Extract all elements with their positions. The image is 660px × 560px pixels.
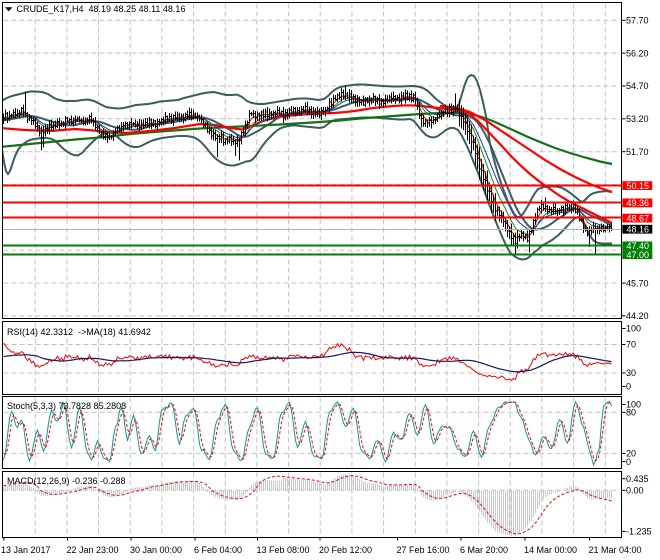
svg-text:49.36: 49.36 [627,198,650,208]
svg-text:48.67: 48.67 [627,213,650,223]
svg-text:48.16: 48.16 [627,224,650,234]
svg-text:-1.235: -1.235 [626,527,652,537]
svg-text:6 Mar 20:00: 6 Mar 20:00 [460,545,508,555]
svg-text:80: 80 [626,408,636,418]
svg-text:Stoch(5,3,3) 73.7828 85.2808: Stoch(5,3,3) 73.7828 85.2808 [7,401,126,411]
svg-text:CRUDE_K17,H4 48.19 48.25 48.1: CRUDE_K17,H4 48.19 48.25 48.11 48.16 [17,4,186,14]
svg-text:MACD(12,26,9) -0.236 -0.288: MACD(12,26,9) -0.236 -0.288 [7,476,126,486]
svg-text:70: 70 [626,340,636,350]
svg-text:51.70: 51.70 [626,147,649,157]
svg-text:45.70: 45.70 [626,278,649,288]
svg-text:0.435: 0.435 [626,474,649,484]
svg-text:50.15: 50.15 [627,181,650,191]
svg-text:30: 30 [626,368,636,378]
svg-text:21 Mar 04:00: 21 Mar 04:00 [589,545,642,555]
svg-text:0: 0 [626,457,631,467]
svg-text:13 Feb 08:00: 13 Feb 08:00 [257,545,310,555]
svg-text:0.00: 0.00 [626,486,644,496]
svg-text:57.70: 57.70 [626,16,649,26]
svg-text:44.20: 44.20 [626,311,649,321]
svg-text:RSI(14) 42.3312 ->MA(18) 41.6: RSI(14) 42.3312 ->MA(18) 41.6942 [7,327,151,337]
svg-text:47.00: 47.00 [627,250,650,260]
svg-text:30 Jan 00:00: 30 Jan 00:00 [130,545,182,555]
svg-text:22 Jan 23:00: 22 Jan 23:00 [67,545,119,555]
svg-text:0: 0 [626,382,631,392]
svg-text:54.70: 54.70 [626,81,649,91]
svg-text:56.20: 56.20 [626,48,649,58]
svg-text:14 Mar 00:00: 14 Mar 00:00 [524,545,577,555]
svg-text:13 Jan 2017: 13 Jan 2017 [1,545,51,555]
svg-text:100: 100 [626,400,641,410]
svg-text:53.20: 53.20 [626,114,649,124]
svg-text:20: 20 [626,449,636,459]
svg-text:6 Feb 04:00: 6 Feb 04:00 [194,545,242,555]
svg-text:47.40: 47.40 [627,241,650,251]
svg-text:20 Feb 12:00: 20 Feb 12:00 [319,545,372,555]
svg-text:27 Feb 16:00: 27 Feb 16:00 [397,545,450,555]
svg-text:100: 100 [626,324,641,334]
